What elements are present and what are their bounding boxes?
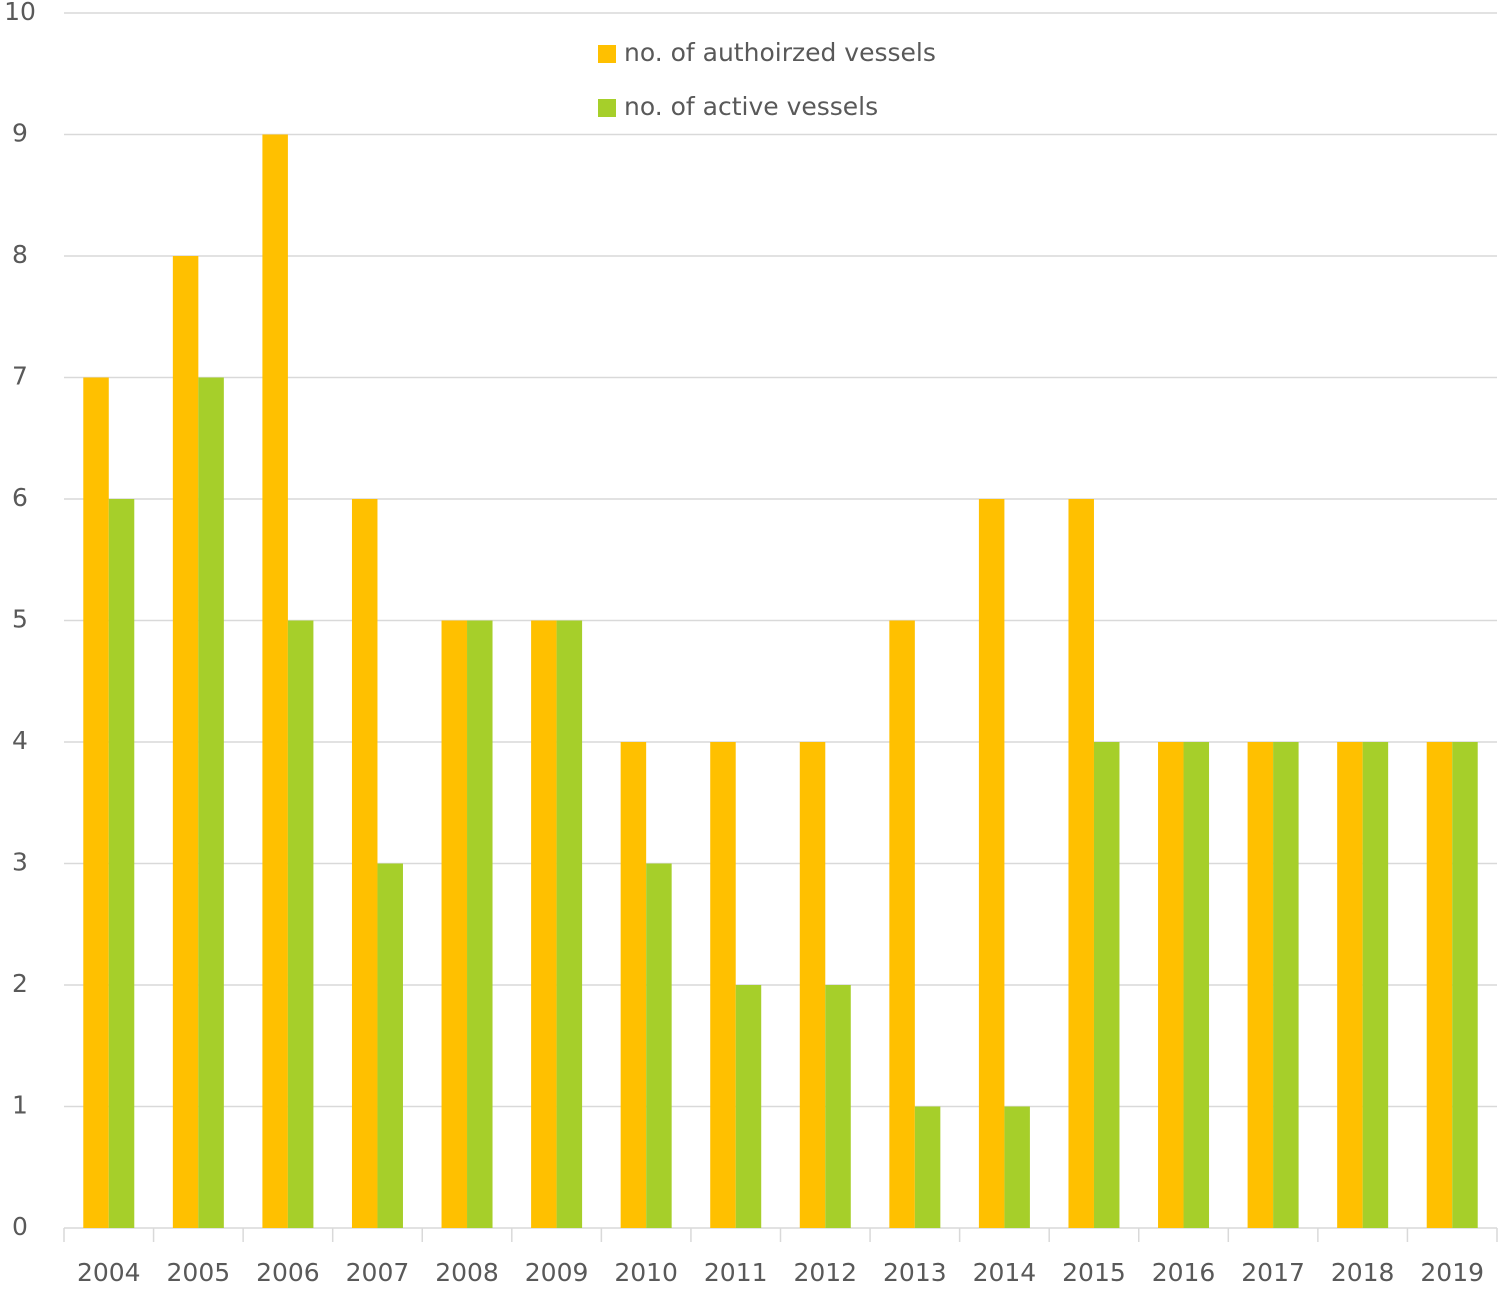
legend-label: no. of authoirzed vessels (624, 38, 936, 67)
bar (1426, 742, 1453, 1228)
bar (262, 134, 288, 1228)
bar (467, 620, 493, 1228)
legend-swatch (598, 99, 616, 117)
bar (646, 863, 672, 1228)
bar (735, 985, 762, 1228)
bar (1273, 742, 1299, 1228)
y-tick-label: 10 (4, 0, 36, 26)
y-tick-label: 3 (12, 848, 28, 877)
x-tick-label: 2015 (1062, 1258, 1126, 1287)
x-tick-label: 2007 (346, 1258, 410, 1287)
y-tick-label: 2 (12, 969, 28, 998)
bar (1068, 499, 1094, 1228)
bar (1004, 1106, 1030, 1228)
bar (287, 620, 314, 1228)
bar (531, 620, 557, 1228)
y-tick-label: 4 (12, 726, 28, 755)
bar (889, 620, 915, 1228)
y-tick-label: 8 (12, 240, 28, 269)
bar (108, 499, 135, 1228)
x-tick-label: 2009 (525, 1258, 589, 1287)
y-tick-label: 1 (12, 1091, 28, 1120)
bar (1158, 742, 1184, 1228)
bar (1337, 742, 1363, 1228)
y-tick-label: 7 (12, 362, 28, 391)
x-tick-label: 2004 (77, 1258, 141, 1287)
bar (556, 620, 583, 1228)
x-tick-label: 2019 (1420, 1258, 1484, 1287)
x-tick-label: 2012 (793, 1258, 857, 1287)
y-tick-label: 9 (12, 119, 28, 148)
bar (978, 499, 1005, 1228)
y-tick-label: 6 (12, 483, 28, 512)
bar (1452, 742, 1478, 1228)
bar (825, 985, 851, 1228)
legend-swatch (598, 45, 616, 63)
bar (441, 620, 468, 1228)
x-tick-label: 2013 (883, 1258, 947, 1287)
x-tick-label: 2018 (1331, 1258, 1395, 1287)
bar (620, 742, 647, 1228)
bar (710, 742, 736, 1228)
x-tick-label: 2005 (167, 1258, 231, 1287)
bar (351, 499, 378, 1228)
bar (1093, 742, 1120, 1228)
x-tick-label: 2011 (704, 1258, 768, 1287)
legend-label: no. of active vessels (624, 92, 878, 121)
x-tick-label: 2006 (256, 1258, 320, 1287)
x-tick-label: 2010 (614, 1258, 678, 1287)
bar (1183, 742, 1210, 1228)
bar (377, 863, 403, 1228)
bar (172, 256, 199, 1228)
bar (799, 742, 826, 1228)
bar (914, 1106, 941, 1228)
bar (198, 377, 224, 1228)
bar (1247, 742, 1274, 1228)
x-tick-label: 2017 (1241, 1258, 1305, 1287)
y-tick-label: 0 (12, 1212, 28, 1241)
bar (1362, 742, 1389, 1228)
x-tick-label: 2014 (973, 1258, 1037, 1287)
bar (83, 377, 109, 1228)
x-tick-label: 2008 (435, 1258, 499, 1287)
x-tick-label: 2016 (1152, 1258, 1216, 1287)
y-tick-label: 5 (12, 605, 28, 634)
